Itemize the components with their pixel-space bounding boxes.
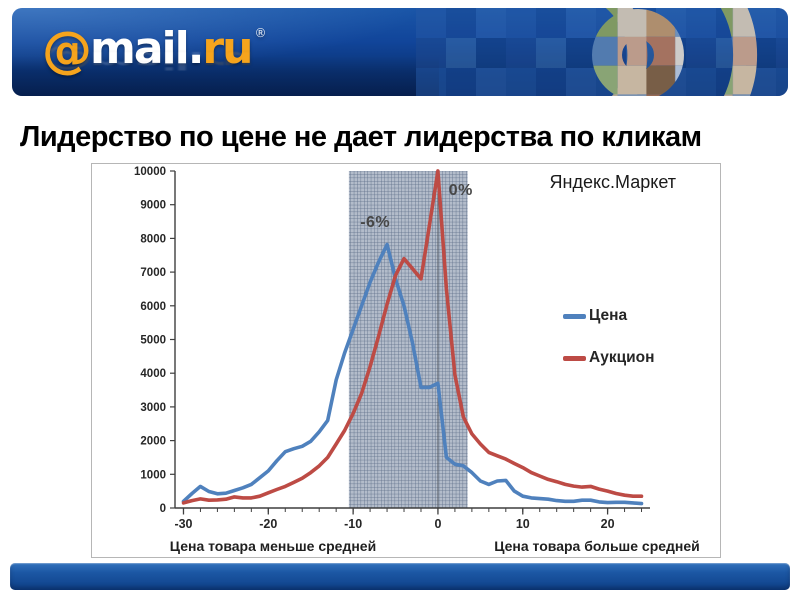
x-tick-label: -30 [174, 517, 192, 531]
mailru-logo-text: @mail.ru ® [42, 25, 266, 75]
y-tick-label: 8000 [140, 233, 166, 245]
legend-label-auction: Аукцион [589, 349, 655, 366]
y-tick-label: 1000 [140, 469, 166, 481]
y-tick-label: 4000 [140, 368, 166, 380]
chart-source-label: Яндекс.Маркет [549, 172, 676, 192]
x-tick-label: 10 [516, 517, 530, 531]
logo-mail-text: mail [90, 23, 190, 74]
slide-title: Лидерство по цене не дает лидерства по к… [20, 121, 702, 153]
logo-ru-text: ru [202, 23, 253, 74]
y-tick-label: 2000 [140, 436, 166, 448]
y-tick-label: 3000 [140, 402, 166, 414]
series-line-0 [181, 242, 644, 506]
legend-item-price: Цена [563, 307, 654, 325]
y-tick-label: 10000 [134, 166, 166, 178]
chart-legend: Цена Аукцион [563, 307, 654, 367]
mailru-logo: @mail.ru ® @mail.ru [42, 25, 266, 75]
chart: 0 1000 2000 3000 4000 5000 6000 7000 8000 9000 100… [91, 163, 721, 558]
x-tick-label: 20 [601, 517, 615, 531]
xaxis-caption-right: Цена товара больше средней [494, 538, 700, 554]
legend-marker-auction [563, 355, 586, 361]
y-tick-label: 0 [160, 503, 166, 515]
x-tick-label: -20 [259, 517, 277, 531]
legend-label-price: Цена [589, 307, 628, 324]
legend-item-auction: Аукцион [563, 349, 654, 367]
registered-trademark-icon: ® [254, 26, 267, 40]
y-tick-label: 9000 [140, 200, 166, 212]
chart-canvas: 0100020003000400050006000700080009000100… [134, 166, 650, 531]
chart-annotation-0pct: 0% [448, 182, 473, 200]
y-tick-label: 5000 [140, 335, 166, 347]
series-line-1 [181, 169, 644, 505]
xaxis-caption-left: Цена товара меньше средней [169, 538, 377, 554]
logo-at-icon: @ [42, 21, 92, 79]
collage-right-arc [720, 8, 758, 96]
photo-collage-rings [416, 8, 788, 96]
collage-left-arc [605, 8, 648, 96]
header-banner: @mail.ru ® @mail.ru [12, 8, 788, 96]
collage-blue-veil [416, 8, 788, 96]
footer-bar [10, 563, 790, 590]
y-tick-label: 7000 [140, 267, 166, 279]
logo-dot: . [187, 23, 205, 74]
x-tick-label: -10 [344, 517, 362, 531]
y-tick-label: 6000 [140, 301, 166, 313]
collage-ring [592, 9, 684, 96]
legend-marker-price [563, 313, 586, 319]
photo-collage [416, 8, 788, 96]
chart-annotation-minus-6pct: -6% [360, 214, 391, 232]
shaded-region [348, 171, 468, 508]
x-tick-label: 0 [434, 517, 441, 531]
